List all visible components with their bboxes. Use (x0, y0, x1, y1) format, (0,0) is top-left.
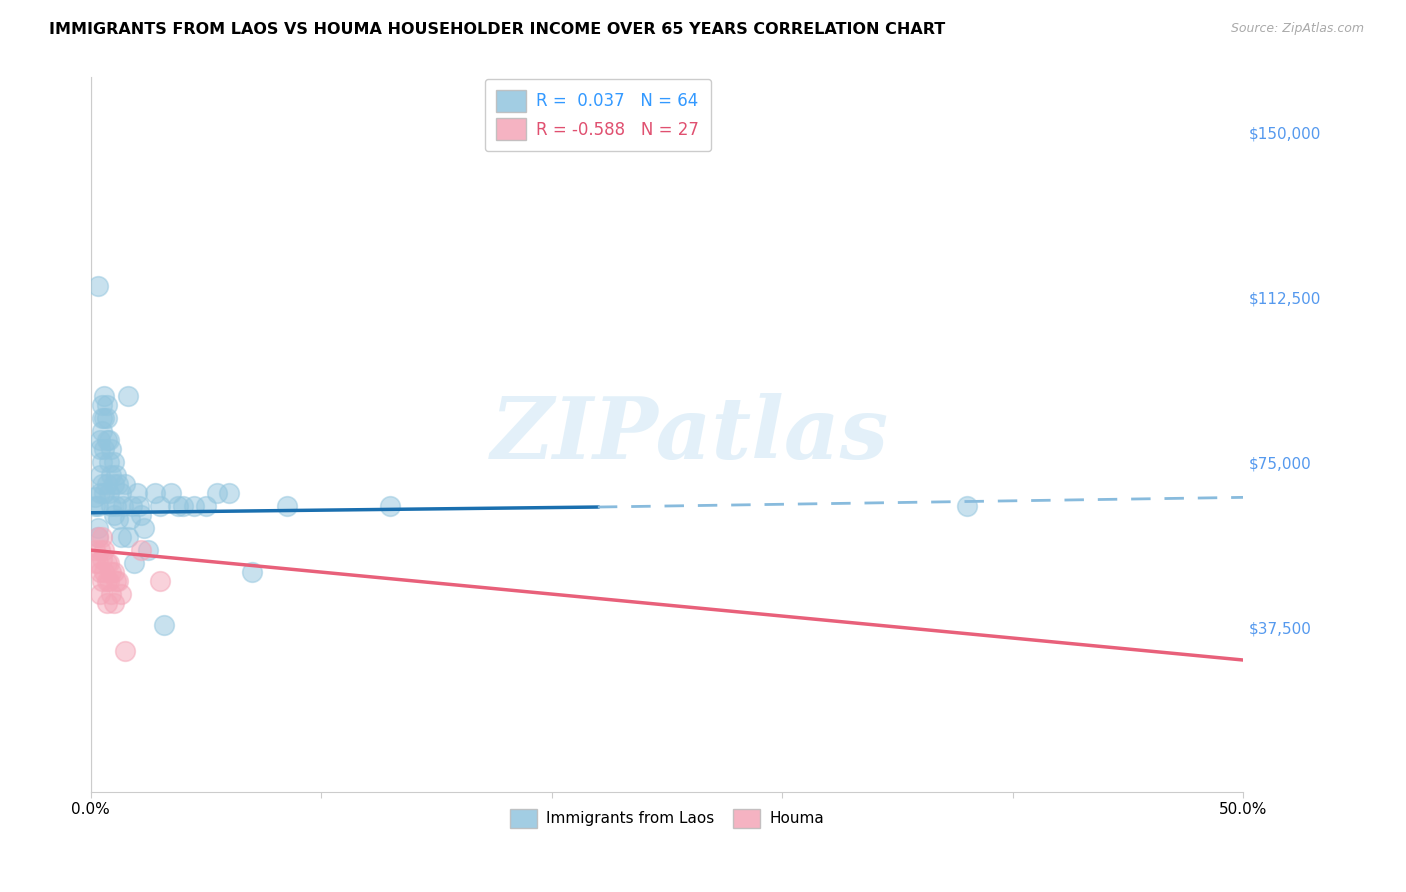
Point (93, 442, 115, 456)
Point (86, 521, 108, 535)
Point (104, 574, 127, 588)
Point (93, 411, 115, 425)
Point (118, 512, 141, 526)
Point (86, 279, 108, 293)
Point (96, 433, 118, 447)
Point (117, 389, 139, 403)
Point (100, 499, 122, 513)
Point (89, 587, 111, 601)
Point (93, 565, 115, 579)
Point (96, 411, 118, 425)
Point (956, 499, 979, 513)
Point (121, 499, 143, 513)
Point (125, 486, 148, 500)
Point (114, 644, 136, 658)
Point (98, 574, 121, 588)
Point (100, 468, 122, 483)
Point (86, 557, 108, 571)
Point (96, 574, 118, 588)
Point (103, 596, 125, 610)
Point (84, 543, 107, 558)
Point (93, 486, 115, 500)
Point (103, 508, 125, 522)
Point (96, 398, 118, 412)
Point (98, 455, 121, 469)
Point (84, 491, 107, 505)
Point (132, 521, 155, 535)
Point (110, 587, 132, 601)
Point (110, 530, 132, 544)
Point (103, 565, 125, 579)
Point (89, 468, 111, 483)
Point (91, 425, 114, 439)
Point (86, 530, 108, 544)
Point (89, 486, 111, 500)
Point (218, 486, 240, 500)
Point (153, 618, 176, 632)
Point (84, 499, 107, 513)
Legend: Immigrants from Laos, Houma: Immigrants from Laos, Houma (503, 803, 831, 834)
Text: ZIPatlas: ZIPatlas (491, 393, 889, 476)
Point (149, 499, 172, 513)
Point (167, 499, 190, 513)
Point (240, 565, 263, 579)
Point (89, 433, 111, 447)
Point (86, 530, 108, 544)
Point (103, 477, 125, 491)
Point (100, 442, 122, 456)
Point (103, 455, 125, 469)
Point (91, 455, 114, 469)
Point (100, 565, 122, 579)
Point (172, 499, 194, 513)
Point (104, 499, 127, 513)
Point (114, 477, 136, 491)
Point (89, 565, 111, 579)
Point (98, 433, 121, 447)
Point (100, 587, 122, 601)
Point (96, 557, 118, 571)
Text: Source: ZipAtlas.com: Source: ZipAtlas.com (1230, 22, 1364, 36)
Point (110, 486, 132, 500)
Point (91, 530, 114, 544)
Point (86, 499, 108, 513)
Point (96, 477, 118, 491)
Point (194, 499, 217, 513)
Point (207, 486, 229, 500)
Point (107, 574, 129, 588)
Point (128, 499, 150, 513)
Text: IMMIGRANTS FROM LAOS VS HOUMA HOUSEHOLDER INCOME OVER 65 YEARS CORRELATION CHART: IMMIGRANTS FROM LAOS VS HOUMA HOUSEHOLDE… (49, 22, 945, 37)
Point (183, 499, 205, 513)
Point (104, 468, 127, 483)
Point (160, 486, 183, 500)
Point (98, 557, 121, 571)
Point (149, 574, 172, 588)
Point (91, 398, 114, 412)
Point (131, 508, 153, 522)
Point (93, 543, 115, 558)
Point (111, 499, 134, 513)
Point (89, 442, 111, 456)
Point (93, 389, 115, 403)
Point (143, 486, 166, 500)
Point (117, 530, 139, 544)
Point (89, 543, 111, 558)
Point (124, 557, 146, 571)
Point (98, 486, 121, 500)
Point (91, 411, 114, 425)
Point (131, 543, 153, 558)
Point (96, 596, 118, 610)
Point (380, 499, 402, 513)
Point (107, 477, 129, 491)
Point (136, 543, 159, 558)
Point (107, 512, 129, 526)
Point (91, 552, 114, 566)
Point (91, 477, 114, 491)
Point (276, 499, 298, 513)
Point (91, 574, 114, 588)
Point (84, 557, 107, 571)
